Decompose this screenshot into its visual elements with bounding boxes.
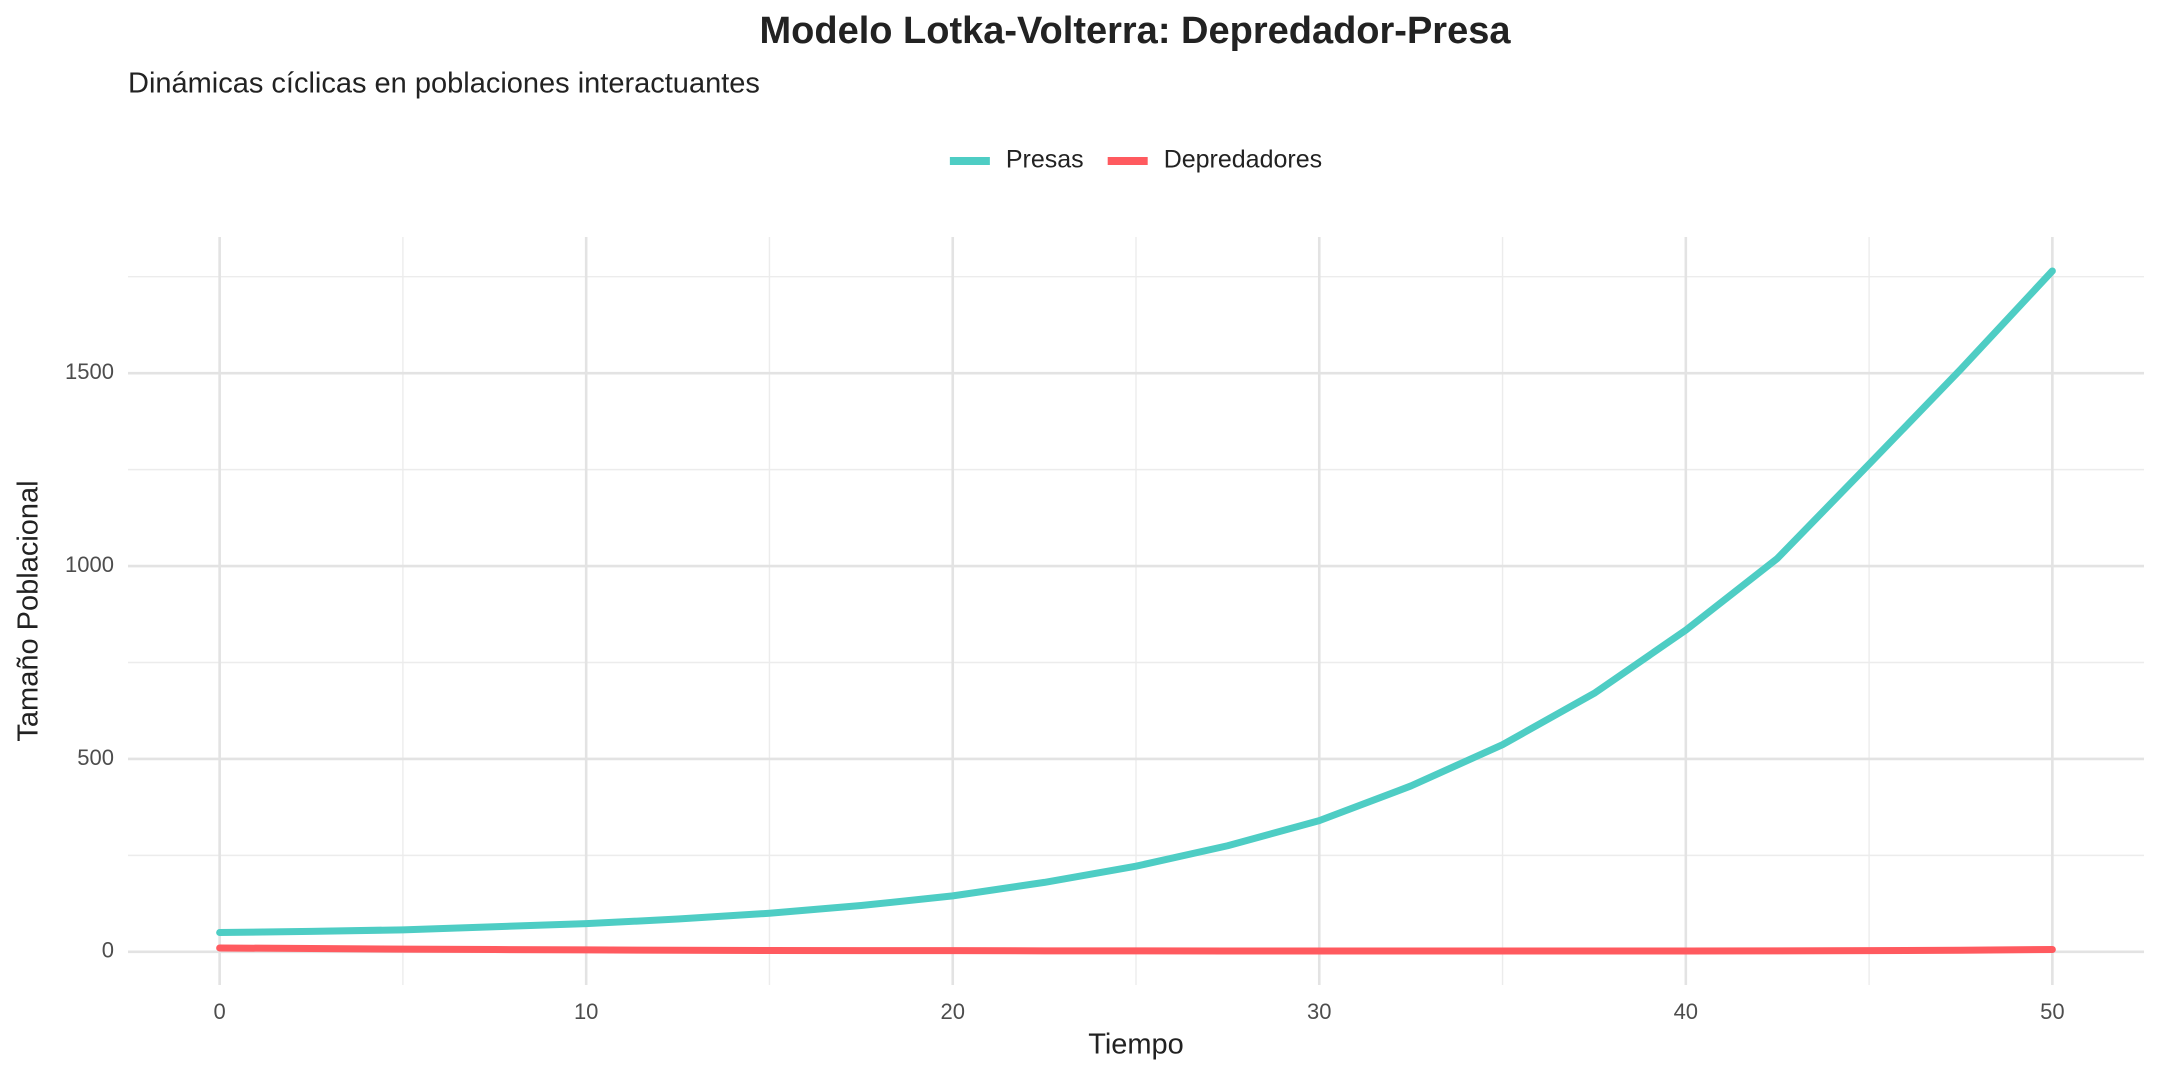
y-tick-label: 1500 bbox=[65, 359, 114, 384]
x-tick-label: 30 bbox=[1307, 999, 1331, 1024]
plot-lines bbox=[216, 267, 2056, 955]
y-tick-label: 500 bbox=[77, 745, 114, 770]
legend-label: Presas bbox=[1006, 146, 1084, 174]
x-axis-title: Tiempo bbox=[1088, 1029, 1184, 1061]
x-tick-label: 40 bbox=[1674, 999, 1698, 1024]
chart-subtitle: Dinámicas cíclicas en poblaciones intera… bbox=[128, 68, 760, 100]
chart-title: Modelo Lotka-Volterra: Depredador-Presa bbox=[759, 10, 1511, 52]
y-tick-label: 1000 bbox=[65, 552, 114, 577]
legend-label: Depredadores bbox=[1164, 146, 1322, 174]
legend: Presas Depredadores bbox=[949, 146, 1322, 174]
y-tick-label: 0 bbox=[102, 938, 114, 963]
series-line bbox=[216, 944, 2056, 955]
x-tick-label: 50 bbox=[2040, 999, 2064, 1024]
x-tick-label: 10 bbox=[574, 999, 598, 1024]
y-axis-title: Tamaño Poblacional bbox=[13, 480, 45, 741]
grid: 0 500 1000 1500 0 10 20 30 40 50 bbox=[65, 237, 2144, 1024]
series-line bbox=[216, 267, 2056, 937]
x-tick-label: 20 bbox=[940, 999, 964, 1024]
x-tick-label: 0 bbox=[214, 999, 226, 1024]
